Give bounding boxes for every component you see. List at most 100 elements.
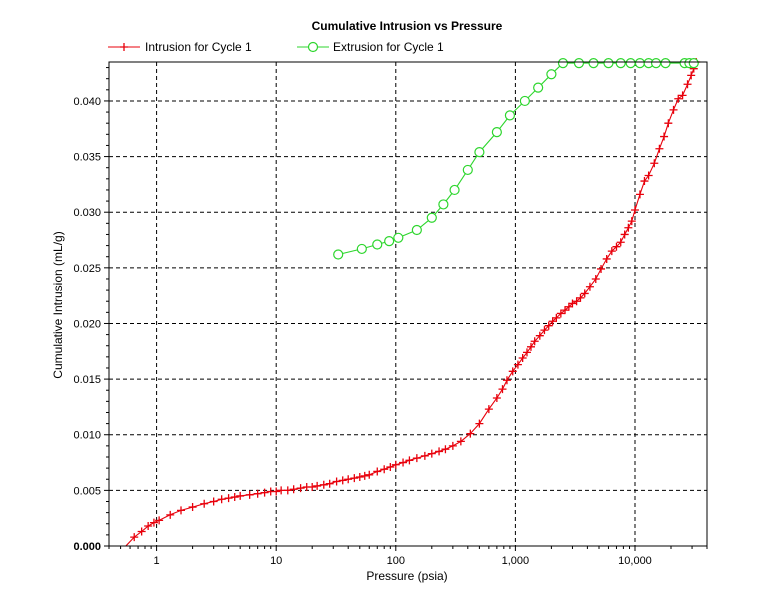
data-point	[344, 475, 353, 484]
data-point	[580, 289, 589, 298]
data-point	[625, 58, 636, 69]
data-point	[144, 521, 153, 530]
data-point	[333, 249, 344, 260]
data-point	[155, 516, 164, 525]
data-point	[386, 463, 395, 472]
data-point	[449, 184, 460, 196]
data-point	[360, 471, 369, 480]
x-tick-label: 100	[387, 555, 405, 567]
data-point	[627, 217, 636, 226]
data-point	[573, 58, 585, 69]
data-point	[634, 58, 646, 69]
legend-symbol	[307, 41, 319, 53]
data-point	[635, 190, 644, 199]
data-point	[533, 82, 544, 93]
data-point	[166, 510, 175, 519]
data-point	[260, 488, 269, 497]
legend-label-extrusion: Extrusion for Cycle 1	[333, 40, 444, 54]
data-point	[616, 238, 625, 247]
series-layer	[125, 58, 701, 546]
data-point	[412, 454, 421, 463]
data-point	[411, 224, 422, 236]
data-point	[338, 476, 347, 485]
data-point	[427, 449, 436, 458]
legend-marker-extrusion	[297, 41, 329, 53]
data-point	[561, 306, 570, 315]
data-point	[130, 533, 139, 542]
data-point	[484, 405, 493, 414]
data-point	[384, 236, 395, 247]
data-point	[607, 247, 616, 256]
data-point	[435, 447, 444, 456]
data-point	[245, 490, 254, 499]
y-tick-label: 0.035	[73, 152, 101, 164]
data-point	[602, 254, 611, 263]
data-point	[660, 132, 669, 141]
legend-entry-intrusion: Intrusion for Cycle 1	[108, 40, 252, 54]
data-point	[492, 394, 501, 403]
data-point	[391, 460, 400, 469]
data-point	[230, 493, 239, 502]
data-point	[289, 485, 298, 494]
data-point	[355, 473, 364, 482]
data-point	[688, 58, 699, 69]
data-point	[640, 177, 649, 186]
data-point	[272, 487, 281, 496]
data-point	[350, 474, 359, 483]
series-line	[338, 62, 694, 256]
data-point	[530, 337, 539, 346]
y-tick-label: 0.025	[73, 263, 101, 275]
x-axis-title: Pressure (psia)	[366, 569, 447, 583]
data-point	[564, 302, 573, 311]
x-tick-label: 10	[270, 555, 282, 567]
data-point	[526, 342, 535, 351]
chart-title: Cumulative Intrusion vs Pressure	[312, 19, 503, 33]
data-point	[426, 212, 437, 223]
y-tick-label: 0.010	[73, 430, 101, 442]
x-tick-label: 10,000	[618, 555, 652, 567]
data-point	[660, 58, 671, 69]
data-point	[518, 353, 527, 362]
data-point	[522, 348, 531, 357]
data-point	[591, 274, 600, 283]
data-point	[456, 437, 465, 446]
data-point	[504, 110, 516, 121]
gridlines	[109, 62, 707, 546]
y-tick-label: 0.015	[73, 374, 101, 386]
data-point	[308, 483, 317, 492]
data-point	[502, 376, 511, 385]
series-intrusion	[125, 58, 701, 546]
data-point	[283, 486, 292, 495]
data-point	[253, 489, 262, 498]
data-point	[393, 232, 404, 243]
x-tick-label: 1,000	[502, 555, 530, 567]
data-point	[597, 264, 606, 273]
data-point	[519, 95, 530, 107]
y-tick-label: 0.000	[73, 541, 101, 553]
legend-entry-extrusion: Extrusion for Cycle 1	[297, 40, 444, 54]
data-point	[319, 480, 328, 489]
data-point	[313, 481, 322, 490]
data-point	[224, 494, 233, 503]
y-tick-label: 0.005	[73, 485, 101, 497]
data-point	[209, 497, 218, 506]
data-point	[498, 385, 507, 394]
data-point	[535, 331, 544, 340]
data-point	[188, 503, 197, 512]
y-axis: 0.000 0.005 0.010 0.015 0.020 0.025 0.030 0.035…	[73, 67, 109, 553]
data-point	[540, 326, 549, 335]
data-point	[556, 309, 565, 318]
data-point	[405, 456, 414, 465]
data-point	[149, 518, 158, 527]
data-point	[438, 199, 449, 210]
data-point	[678, 91, 687, 100]
data-point	[546, 69, 557, 80]
series-line	[125, 61, 697, 546]
data-point	[380, 465, 389, 474]
data-point	[612, 242, 621, 251]
data-point	[603, 58, 614, 69]
data-point	[420, 451, 429, 460]
data-point	[356, 243, 367, 255]
data-point	[399, 458, 408, 467]
data-point	[650, 159, 659, 168]
